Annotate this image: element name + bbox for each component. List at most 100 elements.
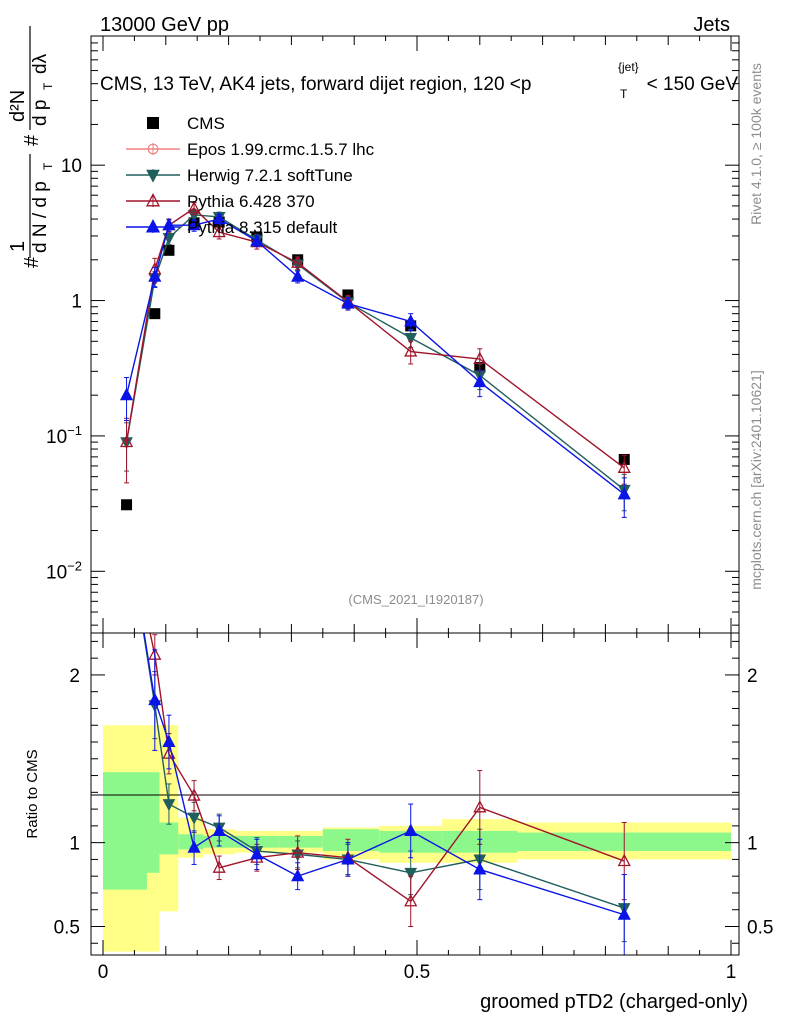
main-y-tick-label-exp: −2 — [67, 558, 82, 573]
series-2-ratio-point — [162, 799, 176, 812]
main-y-tick-label: 1 — [71, 292, 82, 313]
series-4-main-point — [404, 314, 418, 327]
ratio-green-band-bin — [322, 829, 380, 852]
series-4-ratio-point — [473, 862, 487, 875]
series-3-ratio-point — [121, 518, 132, 528]
legend-label: Pythia 8.315 default — [187, 218, 338, 237]
series-4-ratio-point — [121, 518, 132, 528]
series-2-ratio-point — [187, 812, 201, 825]
header-left: 13000 GeV pp — [100, 14, 229, 36]
main-y-tick-label-base: 10 — [61, 156, 82, 177]
ylabel-T-1: T — [41, 162, 55, 170]
ratio-y-tick-label-left: 2 — [69, 666, 80, 687]
ratio-green-band-bin — [103, 772, 147, 890]
legend-label: Epos 1.99.crmc.1.5.7 lhc — [187, 140, 375, 159]
series-4-ratio-point — [250, 846, 264, 860]
ratio-y-tick-label-right: 1 — [747, 834, 758, 855]
main-y-tick-label-base: 10 — [46, 562, 67, 583]
series-4-main-point — [341, 296, 355, 309]
series-3-main-point — [119, 434, 134, 448]
main-y-tick-label-base: 10 — [46, 427, 67, 448]
rivet-version-label: Rivet 4.1.0, ≥ 100k events — [748, 63, 764, 225]
main-y-tick-label: 10−1 — [46, 423, 82, 448]
ratio-y-axis-label: Ratio to CMS — [24, 749, 41, 838]
main-x-ticks — [102, 36, 732, 633]
ratio-y-ticks: 0.5 0.5 1 1 2 2 — [54, 640, 773, 944]
series-2-main-point — [404, 332, 418, 345]
ylabel-hash-2: # — [21, 134, 43, 146]
main-y-tick-label-base: 1 — [71, 292, 82, 313]
main-plot-marks — [119, 200, 631, 518]
ratio-green-band-bin — [146, 772, 160, 873]
series-0-main-point — [149, 308, 161, 320]
series-3-ratio-point — [187, 788, 201, 801]
series-3-main-point — [473, 351, 487, 365]
plot-title: CMS, 13 TeV, AK4 jets, forward dijet reg… — [100, 60, 738, 101]
ylabel-hash-1: # — [21, 256, 43, 268]
ratio-uncertainty-bands — [103, 725, 731, 952]
series-3-main-line — [125, 207, 625, 469]
ylabel-d2N: d²N — [7, 90, 29, 122]
plot-title-main: CMS, 13 TeV, AK4 jets, forward dijet reg… — [100, 74, 531, 95]
series-3-main-point — [291, 255, 305, 268]
ratio-green-band-bin — [159, 822, 179, 855]
series-0-main-point — [163, 244, 175, 256]
legend-label: Pythia 6.428 370 — [187, 192, 315, 211]
series-3-main-point — [187, 200, 201, 214]
series-4-ratio-point — [404, 823, 418, 836]
series-3-ratio-point — [212, 860, 226, 873]
main-y-tick-label: 10−2 — [46, 558, 82, 583]
series-2-main-line — [125, 214, 625, 491]
series-2-ratio-group — [124, 633, 631, 943]
ylabel-dlambda: dλ — [30, 53, 51, 74]
ylabel-T-2: T — [41, 82, 55, 90]
series-3-main-point — [617, 460, 631, 473]
series-4-main-point — [212, 211, 226, 225]
ratio-y-tick-label-right: 2 — [747, 666, 758, 687]
legend-label: Herwig 7.2.1 softTune — [187, 166, 353, 185]
ylabel-dN-dpT: d N / d p — [30, 181, 51, 253]
series-4-main-point — [473, 374, 487, 388]
series-4-ratio-point — [617, 907, 631, 920]
main-y-tick-label: 10 — [61, 156, 82, 177]
series-4-main-line — [125, 218, 625, 495]
plot-title-tail: < 150 GeV — [647, 74, 739, 95]
legend-marker — [147, 117, 159, 129]
series-4-main-point — [119, 387, 134, 401]
series-4-main-point — [250, 233, 264, 247]
ratio-panel: 0.5 0.51 12 2 0 0.5 1 — [54, 518, 773, 983]
ylabel-dpT: d p — [30, 100, 51, 126]
legend-marker — [145, 219, 161, 233]
series-3-ratio-point — [291, 845, 305, 858]
series-4-ratio-point — [162, 734, 176, 748]
analysis-watermark: (CMS_2021_I1920187) — [348, 592, 483, 607]
series-4-main-point — [162, 217, 176, 231]
ratio-x-ticks: 0 0.5 1 — [98, 633, 737, 983]
legend-marker — [145, 193, 161, 207]
series-4-ratio-point — [341, 851, 355, 865]
series-2-ratio-point — [404, 867, 418, 880]
series-3-main-point — [212, 224, 226, 238]
ratio-y-tick-label-right: 0.5 — [747, 917, 773, 938]
legend-marker — [147, 143, 159, 155]
series-3-ratio-point — [404, 893, 418, 907]
series-0-main-point — [121, 499, 133, 511]
x-axis-label: groomed pTD2 (charged-only) — [480, 991, 748, 1013]
plot-title-sub: T — [620, 87, 628, 101]
x-tick-label: 1 — [726, 962, 737, 983]
ratio-panel-frame — [90, 632, 740, 956]
series-4-main-point — [187, 217, 201, 231]
legend-marker — [146, 169, 160, 183]
series-3-ratio-point — [617, 853, 631, 867]
series-4-main-point — [291, 269, 305, 282]
legend-label: CMS — [187, 114, 225, 133]
series-4-ratio-point — [148, 692, 162, 706]
series-4-ratio-point — [187, 840, 201, 853]
series-3-ratio-point — [473, 799, 487, 813]
ratio-plot-marks — [121, 518, 631, 955]
series-4-main-point — [617, 486, 631, 500]
ratio-y-tick-label-left: 1 — [69, 834, 80, 855]
main-y-tick-label-exp: −1 — [67, 423, 82, 438]
